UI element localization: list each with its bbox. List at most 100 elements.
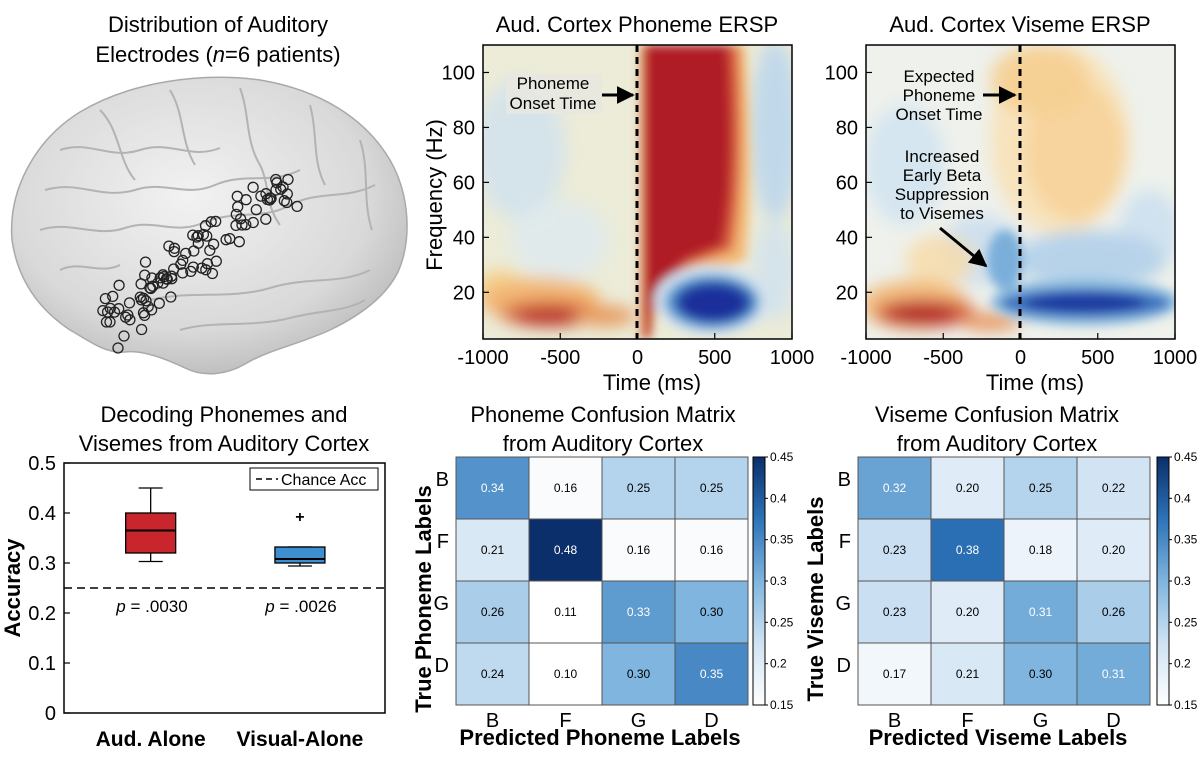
electrode-marker (187, 261, 199, 273)
electrode-marker (138, 309, 151, 322)
matrix-cell (601, 642, 676, 706)
electrode-marker (113, 279, 125, 291)
x-tick-label: 0 (1015, 347, 1026, 369)
matrix-cell (1076, 642, 1151, 706)
y-tick-label: 0.5 (28, 453, 56, 475)
matrix-cell (455, 580, 530, 644)
electrode-marker (139, 269, 151, 281)
matrix-cell-value: 0.18 (1029, 543, 1053, 557)
column-label: F (559, 710, 571, 732)
x-tick-label: 500 (698, 347, 731, 369)
panel-c-title: Aud. Cortex Viseme ERSP (889, 12, 1150, 37)
colorbar-tick-label: 0.25 (1174, 615, 1198, 629)
svg-text:Expected: Expected (904, 67, 975, 86)
brain-illustration (10, 76, 408, 375)
matrix-cell-value: 0.31 (1029, 605, 1053, 619)
x-tick-label: 1000 (770, 347, 815, 369)
electrode-marker (135, 294, 148, 306)
y-tick-label: 40 (453, 227, 475, 249)
viseme-confusion-matrix: 0.32 0.20 0.25 0.22 B 0.23 0.38 0.18 0.20 F 0.23 0.… (835, 450, 1197, 732)
column-label: G (631, 710, 647, 732)
matrix-cell-value: 0.22 (1102, 481, 1126, 495)
matrix-cell (857, 580, 932, 644)
row-label: G (835, 593, 851, 615)
colorbar-tick-label: 0.2 (770, 657, 787, 671)
electrode-marker (104, 316, 116, 328)
colorbar-tick-label: 0.4 (770, 491, 787, 505)
electrode-marker (187, 229, 199, 241)
x-tick-label: -500 (540, 347, 580, 369)
brain-gyri (39, 87, 376, 331)
column-label: D (704, 710, 718, 732)
colorbar-tick-label: 0.35 (770, 533, 794, 547)
matrix-cell-value: 0.25 (627, 481, 651, 495)
y-tick-label: 100 (442, 62, 475, 84)
matrix-cell-value: 0.35 (700, 667, 724, 681)
electrode-marker (177, 254, 189, 267)
matrix-cell (528, 642, 603, 706)
matrix-cell (1003, 456, 1078, 520)
matrix-cell-value: 0.30 (700, 605, 724, 619)
y-tick-label: 0.1 (28, 653, 56, 675)
expected-onset-annotation: Expected Phoneme Onset Time (896, 67, 1017, 124)
matrix-cell-value: 0.20 (956, 605, 980, 619)
electrode-marker (166, 273, 178, 285)
beta-suppression-arrow (939, 226, 988, 268)
matrix-cell-value: 0.16 (627, 543, 651, 557)
electrode-marker (176, 267, 189, 279)
phoneme-cm-ylabel: True Phoneme Labels (411, 485, 436, 712)
matrix-cell-value: 0.24 (481, 667, 505, 681)
electrode-marker (157, 277, 169, 289)
matrix-cell (930, 642, 1005, 706)
matrix-cell (930, 518, 1005, 582)
column-label: B (888, 710, 901, 732)
y-tick-label: 100 (825, 62, 858, 84)
matrix-cell-value: 0.10 (554, 667, 578, 681)
matrix-cell-value: 0.16 (700, 543, 724, 557)
row-label: B (436, 469, 449, 491)
electrode-marker (291, 200, 303, 213)
matrix-cell-value: 0.34 (481, 481, 505, 495)
matrix-cell (674, 580, 749, 644)
svg-text:Increased: Increased (905, 147, 980, 166)
ersp-viseme-axes: -1000 -500 0 500 1000 20 40 60 80 100 (825, 62, 1198, 369)
matrix-cell-value: 0.30 (627, 667, 651, 681)
row-label: D (435, 655, 449, 677)
matrix-cell-value: 0.31 (1102, 667, 1126, 681)
p-value-vis: p = .0026 (264, 597, 336, 616)
phoneme-onset-annotation: Phoneme Onset Time (506, 74, 635, 114)
brain-shape (10, 76, 408, 375)
matrix-cell-value: 0.20 (956, 481, 980, 495)
electrode-marker (99, 292, 112, 305)
electrode-marker (199, 220, 212, 232)
svg-text:Onset Time: Onset Time (896, 105, 983, 124)
colorbar-tick-label: 0.45 (770, 450, 794, 464)
matrix-cell (601, 580, 676, 644)
svg-text:Onset Time: Onset Time (510, 94, 597, 113)
colorbar-tick-label: 0.25 (770, 615, 794, 629)
x-tick-label: -500 (923, 347, 963, 369)
panel-a: Distribution of Auditory Electrodes (n=6… (10, 12, 408, 375)
viseme-cm-title-line2: from Auditory Cortex (897, 431, 1098, 456)
phoneme-confusion-matrix: 0.34 0.16 0.25 0.25 B 0.21 0.48 0.16 0.16 F 0.26 0.… (433, 450, 793, 732)
matrix-cell-value: 0.11 (554, 605, 577, 619)
matrix-cell (674, 456, 749, 520)
matrix-cell-value: 0.32 (883, 481, 907, 495)
phoneme-cm-title-line2: from Auditory Cortex (503, 431, 704, 456)
matrix-cell (1076, 456, 1151, 520)
electrode-marker (153, 297, 165, 309)
electrode-marker (192, 229, 204, 242)
legend-chance-label: Chance Acc (281, 472, 366, 489)
y-tick-label: 0.3 (28, 553, 56, 575)
row-label: B (838, 469, 851, 491)
matrix-cell (601, 456, 676, 520)
matrix-cell-value: 0.48 (554, 543, 578, 557)
beta-suppression-annotation: Increased Early Beta Suppression to Vise… (895, 147, 989, 268)
electrode-marker (205, 216, 217, 228)
electrode-marker (240, 194, 252, 206)
boxplot-plot-area: 0 0.1 0.2 0.3 0.4 0.5 Aud. Alone + Visual-Alone (28, 453, 385, 751)
matrix-cell-value: 0.26 (1102, 605, 1126, 619)
electrode-marker (247, 181, 259, 193)
phoneme-cm-xlabel: Predicted Phoneme Labels (459, 725, 740, 750)
matrix-cell-value: 0.25 (1029, 481, 1053, 495)
